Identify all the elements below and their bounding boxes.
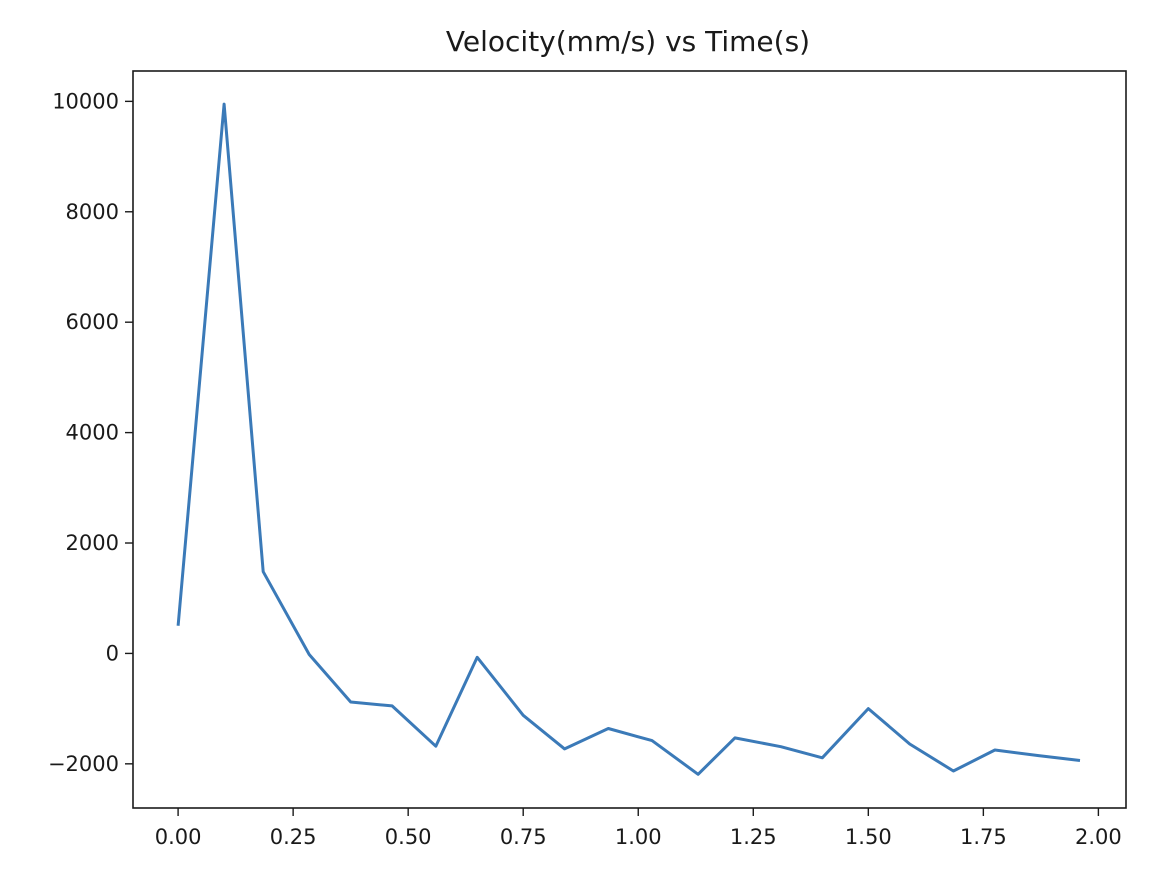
x-tick-label: 1.00 (615, 825, 662, 849)
y-tick-label: 8000 (66, 200, 119, 224)
y-tick-label: −2000 (48, 752, 119, 776)
x-tick-label: 0.25 (270, 825, 317, 849)
y-tick-label: 6000 (66, 310, 119, 334)
velocity-series-line (176, 102, 1081, 776)
x-tick-label: 1.25 (730, 825, 777, 849)
x-tick-label: 2.00 (1075, 825, 1122, 849)
x-tick-label: 1.75 (960, 825, 1007, 849)
x-tick-label: 0.50 (385, 825, 432, 849)
x-tick-label: 0.75 (500, 825, 547, 849)
y-tick-label: 2000 (66, 531, 119, 555)
x-tick-label: 1.50 (845, 825, 892, 849)
y-tick-label: 0 (106, 641, 119, 665)
y-tick-label: 10000 (52, 89, 119, 113)
x-tick-label: 0.00 (155, 825, 202, 849)
chart-title: Velocity(mm/s) vs Time(s) (446, 25, 810, 58)
axes-frame (132, 70, 1127, 809)
y-tick-label: 4000 (66, 421, 119, 445)
plot-area: 0.00 0.25 0.50 0.75 1.00 1.25 1.50 1.75 2.00 −200… (48, 70, 1127, 849)
